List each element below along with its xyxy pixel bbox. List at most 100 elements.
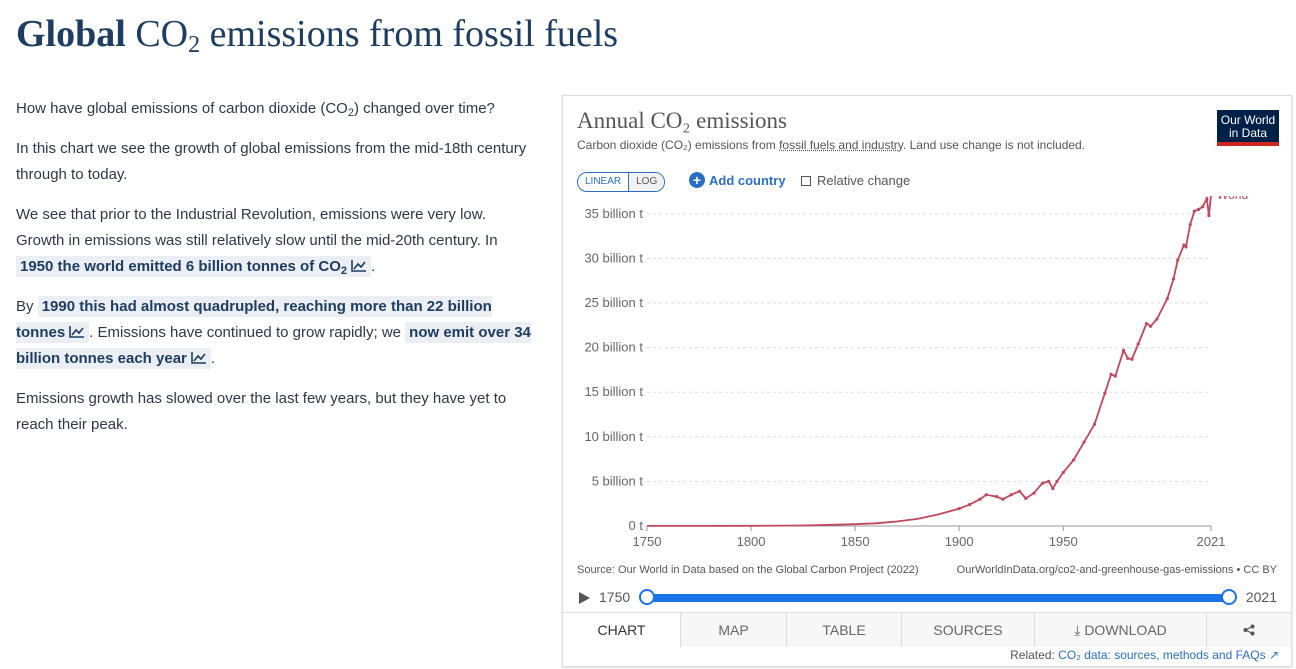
paragraph-3: We see that prior to the Industrial Revo… — [16, 202, 536, 280]
related-faq-link[interactable]: CO₂ data: sources, methods and FAQs — [1058, 648, 1266, 662]
plus-icon: + — [689, 172, 705, 188]
data-point — [1207, 214, 1211, 218]
data-point — [1201, 205, 1205, 209]
data-point — [1040, 481, 1045, 485]
subtitle-link[interactable]: fossil fuels and industry — [779, 138, 903, 152]
line-chart-icon — [191, 352, 206, 364]
source-note: Source: Our World in Data based on the G… — [577, 564, 919, 576]
data-point — [1165, 296, 1169, 301]
data-point — [957, 507, 961, 511]
tab-share[interactable] — [1207, 613, 1291, 647]
linear-scale-button[interactable]: LINEAR — [578, 173, 630, 191]
p3-text-b: . — [371, 258, 376, 275]
paragraph-1: How have global emissions of carbon diox… — [16, 96, 536, 122]
tab-sources[interactable]: SOURCES — [902, 613, 1035, 647]
data-point — [1171, 277, 1176, 281]
line-chart: 0 t 5 billion t 10 billion t 15 billion t 20… — [584, 196, 1248, 549]
ref-1950-sub: 2 — [340, 265, 347, 277]
data-point — [995, 494, 999, 499]
data-point — [1209, 196, 1213, 197]
y-tick-label: 25 billion t — [584, 295, 643, 310]
page-title: Global CO2 emissions from fossil fuels — [16, 12, 619, 58]
subtitle-text-a: Carbon dioxide (CO₂) emissions from — [577, 138, 776, 152]
title-rest: emissions from fossil fuels — [209, 13, 619, 55]
ref-1950-emissions[interactable]: 1950 the world emitted 6 billion tonnes … — [16, 256, 371, 277]
y-tick-label: 10 billion t — [584, 429, 643, 444]
add-country-button[interactable]: + Add country — [689, 172, 786, 188]
data-point — [1149, 324, 1153, 328]
line-chart-icon — [69, 326, 85, 338]
timeline-start-label: 1750 — [599, 589, 631, 605]
tab-table[interactable]: TABLE — [787, 613, 902, 647]
related-link-row: Related: CO₂ data: sources, methods and … — [1010, 648, 1279, 662]
subtitle-text-b: . Land use change is not included. — [902, 138, 1086, 152]
data-point — [984, 493, 988, 497]
x-tick-label: 1900 — [945, 534, 974, 549]
data-point — [1024, 496, 1028, 500]
download-icon: ⤓ — [1074, 621, 1085, 638]
data-point — [1155, 317, 1159, 321]
tab-chart[interactable]: CHART — [563, 613, 681, 647]
data-point — [1184, 245, 1188, 249]
data-point — [1176, 258, 1180, 262]
data-point — [1130, 357, 1134, 361]
tab-map[interactable]: MAP — [681, 613, 787, 647]
y-tick-label: 20 billion t — [584, 340, 643, 355]
y-tick-label: 30 billion t — [584, 250, 643, 265]
series-label-world: World — [1217, 196, 1248, 202]
logo-line-2: in Data — [1228, 126, 1268, 140]
play-icon[interactable] — [579, 592, 590, 604]
x-tick-label: 1750 — [633, 534, 662, 549]
tab-download[interactable]: ⤓ DOWNLOAD — [1035, 613, 1207, 647]
timeline-start-handle[interactable] — [639, 589, 655, 605]
y-tick-label: 0 t — [629, 518, 644, 533]
chart-title: Annual CO₂ emissions — [577, 108, 787, 133]
data-point — [1188, 222, 1192, 227]
download-label: DOWNLOAD — [1084, 622, 1167, 638]
article-body: How have global emissions of carbon diox… — [16, 96, 536, 452]
relative-change-checkbox[interactable]: Relative change — [801, 173, 910, 188]
data-point — [1082, 440, 1086, 444]
title-co: CO — [135, 13, 189, 55]
external-link-icon: ↗ — [1268, 648, 1279, 662]
scale-toggle: LINEAR LOG — [577, 172, 666, 192]
p4-text-c: . — [210, 350, 216, 367]
x-tick-label: 1850 — [841, 534, 870, 549]
data-point — [1182, 243, 1186, 247]
y-tick-label: 15 billion t — [584, 384, 643, 399]
p1-text-b: ) changed over time? — [353, 100, 495, 117]
timeline-end-handle[interactable] — [1221, 589, 1237, 605]
data-point — [1092, 422, 1097, 426]
data-point — [1121, 348, 1126, 352]
data-point — [1103, 391, 1107, 395]
data-point — [1032, 491, 1036, 495]
owid-logo[interactable]: Our World in Data — [1217, 110, 1279, 146]
data-point — [1072, 458, 1076, 462]
title-sub: 2 — [188, 32, 201, 58]
data-point — [967, 502, 972, 507]
data-point — [1017, 489, 1022, 493]
add-country-label: Add country — [709, 172, 786, 188]
line-chart-icon — [351, 260, 366, 272]
timeline-end-label: 2021 — [1245, 589, 1277, 605]
y-tick-label: 5 billion t — [592, 473, 644, 488]
data-point — [978, 497, 982, 501]
ref-1990-label: 1990 this had almost quadrupled, reachin… — [16, 298, 492, 341]
title-bold: Global — [16, 13, 126, 55]
chart-card: Annual CO₂ emissions Carbon dioxide (CO₂… — [562, 95, 1292, 667]
data-point — [1196, 207, 1201, 211]
data-point — [1144, 321, 1149, 326]
data-point — [1061, 470, 1065, 475]
ref-1950-label: 1950 the world emitted 6 billion tonnes … — [20, 258, 341, 275]
p3-text-a: We see that prior to the Industrial Revo… — [16, 206, 498, 249]
chart-subtitle: Carbon dioxide (CO₂) emissions from foss… — [577, 138, 1085, 152]
data-point — [1205, 197, 1209, 201]
x-tick-label: 2021 — [1197, 534, 1226, 549]
source-url[interactable]: OurWorldInData.org/co2-and-greenhouse-ga… — [956, 564, 1277, 576]
timeline-track[interactable] — [647, 594, 1229, 602]
chart-tabs: CHART MAP TABLE SOURCES ⤓ DOWNLOAD — [563, 612, 1291, 647]
log-scale-button[interactable]: LOG — [629, 173, 665, 191]
paragraph-2: In this chart we see the growth of globa… — [16, 140, 527, 183]
data-point — [1055, 479, 1059, 484]
y-tick-label: 35 billion t — [584, 206, 643, 221]
